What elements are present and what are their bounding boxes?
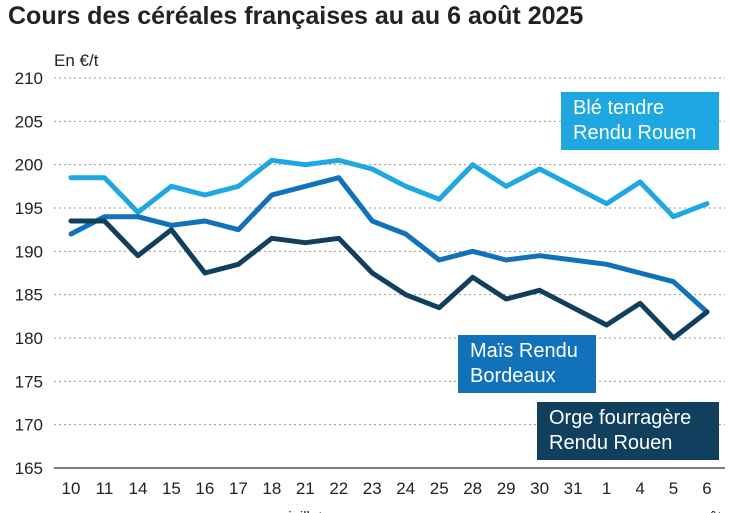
legend-mais-line2: Bordeaux: [470, 365, 556, 387]
y-axis-unit-label: En €/t: [54, 51, 99, 70]
x-tick-label-25: 25: [430, 479, 449, 498]
x-tick-label-30: 30: [530, 479, 549, 498]
x-tick-label-22: 22: [329, 479, 348, 498]
x-tick-label-10: 10: [62, 479, 81, 498]
series-line-0: [68, 157, 710, 220]
y-tick-label-170: 170: [15, 416, 43, 435]
x-axis-ticks: 101114151617182122232425282930311456juil…: [62, 479, 723, 513]
x-month-label-1: août: [692, 509, 722, 513]
legend-mais: Maïs Rendu Bordeaux: [458, 335, 596, 393]
x-tick-label-14: 14: [128, 479, 147, 498]
y-tick-label-190: 190: [15, 242, 43, 261]
y-tick-label-185: 185: [15, 286, 43, 305]
x-tick-label-21: 21: [296, 479, 315, 498]
y-tick-label-165: 165: [15, 459, 43, 478]
x-tick-label-23: 23: [363, 479, 382, 498]
x-tick-label-28: 28: [463, 479, 482, 498]
x-tick-label-31: 31: [564, 479, 583, 498]
series-line-2: [68, 218, 710, 341]
x-tick-label-15: 15: [162, 479, 181, 498]
y-tick-label-205: 205: [15, 112, 43, 131]
y-tick-label-195: 195: [15, 199, 43, 218]
legend-ble-tendre-line2: Rendu Rouen: [573, 122, 697, 144]
x-tick-label-6: 6: [702, 479, 711, 498]
legend-ble-tendre: Blé tendre Rendu Rouen: [561, 92, 719, 150]
y-tick-label-210: 210: [15, 69, 43, 88]
y-tick-label-175: 175: [15, 372, 43, 391]
series-line-1: [68, 175, 710, 315]
legend-orge-line1: Orge fourragère: [549, 407, 692, 429]
chart-title: Cours des céréales françaises au au 6 ao…: [8, 2, 584, 30]
y-tick-label-180: 180: [15, 329, 43, 348]
y-axis-ticks: 165 170 175 180 185 190 195 200 205 210: [15, 69, 43, 478]
x-tick-label-5: 5: [669, 479, 678, 498]
legend-ble-tendre-line1: Blé tendre: [573, 97, 665, 119]
x-tick-label-17: 17: [229, 479, 248, 498]
x-month-label-0: juillet: [287, 509, 323, 513]
x-tick-label-24: 24: [396, 479, 415, 498]
x-tick-label-16: 16: [195, 479, 214, 498]
grid-lines: [54, 77, 725, 426]
legend-orge-line2: Rendu Rouen: [549, 432, 673, 454]
x-tick-label-18: 18: [262, 479, 281, 498]
legend-orge-fourragere: Orge fourragère Rendu Rouen: [537, 402, 719, 460]
x-tick-label-11: 11: [96, 479, 114, 498]
x-tick-label-29: 29: [497, 479, 516, 498]
series-lines: [68, 157, 710, 341]
legend-mais-line1: Maïs Rendu: [470, 340, 578, 362]
x-tick-label-4: 4: [635, 479, 644, 498]
x-tick-label-1: 1: [602, 479, 611, 498]
y-tick-label-200: 200: [15, 156, 43, 175]
